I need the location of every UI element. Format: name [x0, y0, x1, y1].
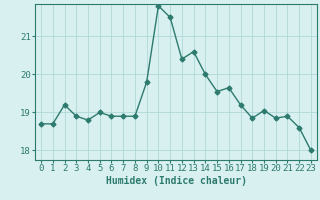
X-axis label: Humidex (Indice chaleur): Humidex (Indice chaleur)	[106, 176, 246, 186]
